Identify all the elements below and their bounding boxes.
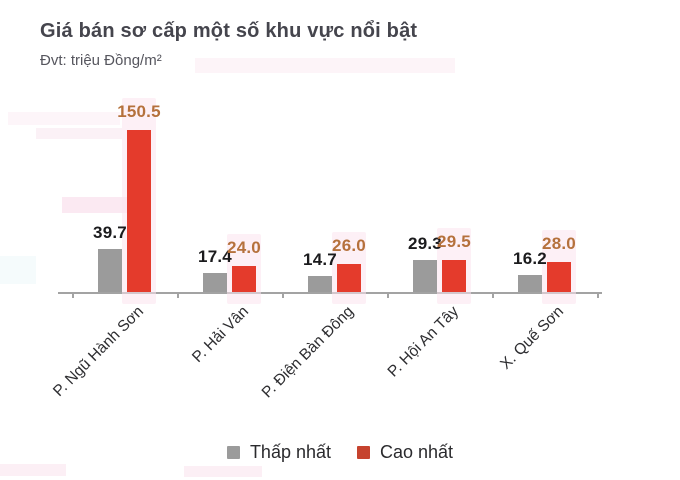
bar-thap-nhat <box>203 273 227 292</box>
x-axis-tick <box>282 293 284 298</box>
bar-cao-nhat <box>127 130 151 292</box>
chart-subtitle: Đvt: triệu Đồng/m² <box>40 52 162 69</box>
value-label-cao-nhat: 28.0 <box>542 233 576 253</box>
value-label-thap-nhat: 29.3 <box>408 234 442 254</box>
bar-thap-nhat <box>518 274 542 292</box>
value-label-thap-nhat: 39.7 <box>93 223 127 243</box>
x-axis-tick <box>387 293 389 298</box>
x-axis-line <box>58 292 602 294</box>
legend-label: Cao nhất <box>380 442 454 462</box>
value-label-cao-nhat: 26.0 <box>332 236 366 255</box>
value-label-thap-nhat: 14.7 <box>303 250 337 270</box>
bar-cao-nhat <box>442 260 466 292</box>
x-axis-tick <box>597 293 599 298</box>
chart-title: Giá bán sơ cấp một số khu vực nổi bật <box>40 20 418 42</box>
legend-label: Thấp nhất <box>249 442 331 462</box>
bar-thap-nhat <box>98 249 122 292</box>
legend-item-thap-nhat: Thấp nhất <box>226 442 331 463</box>
bar-cao-nhat <box>232 266 256 292</box>
x-axis-tick <box>177 293 179 298</box>
bar-thap-nhat <box>308 276 332 292</box>
x-axis-tick <box>72 293 74 298</box>
x-axis-tick <box>492 293 494 298</box>
legend-item-cao-nhat: Cao nhất <box>357 442 453 463</box>
legend-swatch-gray <box>226 446 240 459</box>
legend-swatch-red <box>357 446 370 459</box>
value-label-thap-nhat: 17.4 <box>198 247 232 267</box>
value-label-cao-nhat: 29.5 <box>437 232 471 252</box>
value-label-thap-nhat: 16.2 <box>513 248 547 268</box>
bar-thap-nhat <box>413 260 437 292</box>
bar-cao-nhat <box>547 261 571 292</box>
value-label-cao-nhat: 24.0 <box>227 238 261 258</box>
chart-legend: Thấp nhất Cao nhất <box>0 442 680 463</box>
bar-cao-nhat <box>337 264 361 292</box>
value-label-cao-nhat: 150.5 <box>117 102 161 121</box>
